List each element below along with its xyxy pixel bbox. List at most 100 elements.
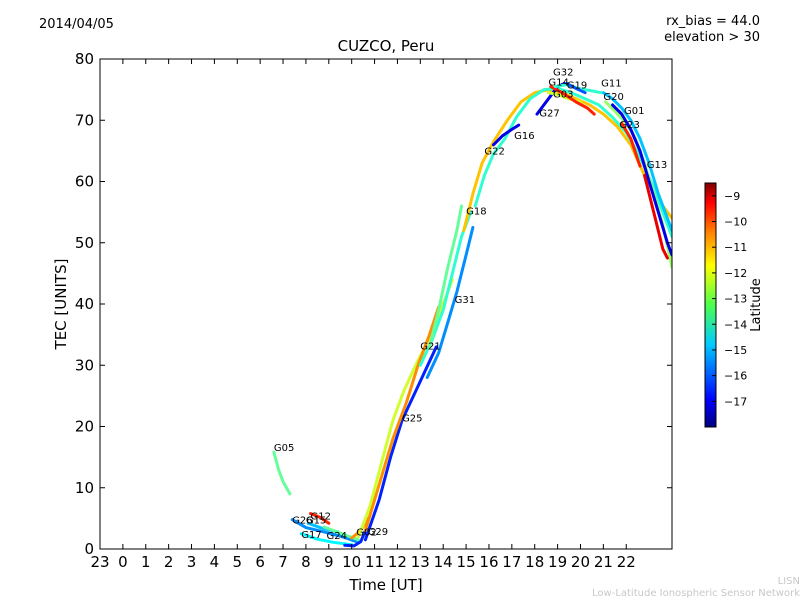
x-tick-label: 6 — [255, 553, 265, 571]
colorbar-tick-label: −12 — [724, 267, 747, 280]
x-tick-label: 17 — [502, 553, 521, 571]
prn-label: G15 — [306, 515, 326, 526]
x-tick-label: 1 — [141, 553, 151, 571]
y-tick-label: 0 — [84, 540, 94, 558]
satellite-track-g16 — [492, 123, 521, 147]
prn-label: G26 — [292, 515, 312, 526]
x-tick-label: 3 — [187, 553, 197, 571]
y-axis: 0 10 20 30 40 50 60 70 80 — [75, 50, 672, 558]
x-tick-label: 16 — [479, 553, 498, 571]
satellite-track-g31 — [425, 225, 475, 379]
y-axis-label: TEC [UNITS] — [52, 259, 70, 351]
y-tick-label: 10 — [75, 479, 94, 497]
colorbar-tick-label: −10 — [724, 216, 747, 229]
y-tick-label: 80 — [75, 50, 94, 68]
series-layer — [272, 82, 672, 548]
prn-label: G23 — [619, 120, 639, 131]
date-label: 2014/04/05 — [39, 17, 114, 32]
x-axis: 23 0 1 2 3 4 5 6 7 8 9 10 11 12 13 14 15 16 17 18 19 20 21 22 — [90, 59, 636, 571]
satellite-track-g19 — [565, 82, 587, 95]
satellite-track-g25 — [363, 345, 438, 542]
prn-label: G24 — [327, 531, 347, 542]
prn-label: G14 — [548, 77, 568, 88]
x-tick-label: 18 — [525, 553, 544, 571]
prn-label: G22 — [484, 147, 504, 158]
x-tick-label: 19 — [548, 553, 567, 571]
y-tick-label: 40 — [75, 295, 94, 313]
satellite-track-g13 — [643, 173, 669, 260]
prn-label: G12 — [311, 512, 331, 523]
prn-label: G21 — [420, 341, 440, 352]
satellite-track-g12 — [309, 512, 331, 525]
x-tick-label: 12 — [388, 553, 407, 571]
x-tick-label: 14 — [434, 553, 453, 571]
prn-label: G11 — [601, 79, 621, 90]
x-tick-label: 22 — [617, 553, 636, 571]
y-tick-label: 50 — [75, 234, 94, 252]
x-tick-label: 20 — [571, 553, 590, 571]
satellite-track-g02 — [343, 529, 367, 548]
colorbar — [704, 182, 717, 428]
credit: LISN Low-Latitude Ionospheric Sensor Net… — [592, 576, 800, 600]
colorbar-tick-label: −16 — [724, 370, 747, 383]
x-tick-label: 10 — [342, 553, 361, 571]
y-tick-label: 60 — [75, 173, 94, 191]
x-axis-label: Time [UT] — [348, 576, 422, 594]
satellite-track-g18 — [428, 204, 463, 349]
x-tick-label: 8 — [301, 553, 311, 571]
satellite-track-g17 — [299, 532, 354, 547]
colorbar-tick-label: −17 — [724, 395, 747, 408]
x-tick-label: 11 — [365, 553, 384, 571]
satellite-track-g11 — [601, 91, 672, 232]
credit-lisn: LISN — [777, 576, 800, 587]
x-tick-label: 5 — [233, 553, 243, 571]
satellite-track-g05 — [272, 450, 292, 496]
colorbar-tick-label: −11 — [724, 241, 747, 254]
prn-label: G31 — [455, 295, 475, 306]
chart-title: CUZCO, Peru — [337, 37, 435, 55]
prn-label: G17 — [301, 530, 321, 541]
prn-label: G29 — [368, 527, 388, 538]
colorbar-tick-label: −15 — [724, 344, 747, 357]
satellite-track-g21b — [363, 305, 441, 533]
rx-bias-label: rx_bias = 44.0 — [666, 14, 760, 29]
satellite-track-g01 — [611, 103, 672, 257]
colorbar-tick-label: −9 — [724, 190, 740, 203]
prn-label: G27 — [539, 109, 559, 120]
y-tick-label: 20 — [75, 418, 94, 436]
y-tick-label: 70 — [75, 111, 94, 129]
prn-label: G32 — [553, 68, 573, 79]
prn-label: G02 — [356, 528, 376, 539]
x-tick-label: 23 — [90, 553, 109, 571]
prn-label: G20 — [603, 92, 623, 103]
x-tick-label: 21 — [594, 553, 613, 571]
elevation-label: elevation > 30 — [664, 30, 760, 45]
credit-network: Low-Latitude Ionospheric Sensor Network — [592, 588, 800, 599]
x-tick-label: 9 — [324, 553, 334, 571]
colorbar-ticks: −9 −10 −11 −12 −13 −14 −15 −16 −17 — [712, 190, 747, 408]
prn-label: G03 — [553, 90, 573, 101]
x-tick-label: 13 — [411, 553, 430, 571]
colorbar-tick-label: −13 — [724, 293, 747, 306]
prn-label: G16 — [514, 131, 534, 142]
bias-annotation: rx_bias = 44.0 elevation > 30 — [664, 14, 760, 46]
y-tick-label: 30 — [75, 356, 94, 374]
x-tick-label: 4 — [210, 553, 220, 571]
prn-label: G18 — [466, 207, 486, 218]
prn-label: G25 — [402, 414, 422, 425]
prn-label: G13 — [647, 160, 667, 171]
prn-label: G01 — [624, 106, 644, 117]
colorbar-label: Latitude — [749, 278, 764, 332]
satellite-track-g23 — [620, 121, 642, 168]
prn-label: G05 — [274, 443, 294, 454]
x-tick-label: 7 — [278, 553, 288, 571]
satellite-track-g26 — [290, 518, 358, 544]
x-tick-label: 0 — [118, 553, 128, 571]
x-tick-label: 15 — [457, 553, 476, 571]
colorbar-tick-label: −14 — [724, 318, 747, 331]
x-tick-label: 2 — [164, 553, 174, 571]
prn-label: G19 — [567, 80, 587, 91]
satellite-track-g14 — [549, 85, 596, 116]
